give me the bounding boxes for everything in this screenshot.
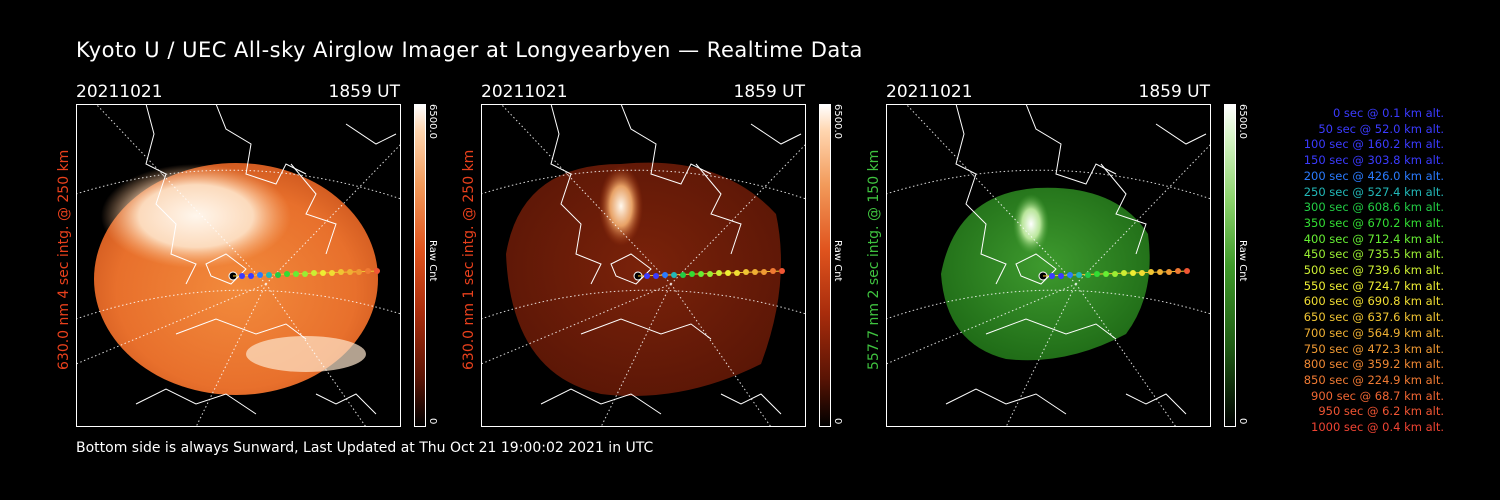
panel-3-trajectory bbox=[1038, 268, 1190, 281]
legend-item: 500 sec @ 739.6 km alt. bbox=[1303, 263, 1444, 278]
legend-item: 850 sec @ 224.9 km alt. bbox=[1303, 372, 1444, 387]
panel-1-cbar-label: Raw Cnt bbox=[427, 240, 438, 282]
panel-1-time: 1859 UT bbox=[328, 82, 401, 102]
panel-1-trajectory bbox=[228, 268, 380, 281]
legend-item: 0 sec @ 0.1 km alt. bbox=[1332, 106, 1444, 120]
panel-3-date: 20211021 bbox=[886, 82, 973, 102]
legend-item: 950 sec @ 6.2 km alt. bbox=[1318, 404, 1444, 419]
panel-2-colorbar bbox=[819, 104, 831, 427]
legend-item: 200 sec @ 426.0 km alt. bbox=[1303, 168, 1444, 183]
panel-3-cbar-max: 6500.0 bbox=[1237, 104, 1248, 139]
panel-3-cbar-label: Raw Cnt bbox=[1237, 240, 1248, 282]
legend-item: 800 sec @ 359.2 km alt. bbox=[1303, 357, 1444, 372]
legend-item: 250 sec @ 527.4 km alt. bbox=[1303, 184, 1444, 199]
legend-item: 100 sec @ 160.2 km alt. bbox=[1303, 137, 1444, 152]
legend-item: 400 sec @ 712.4 km alt. bbox=[1303, 231, 1444, 246]
panel-3-image bbox=[886, 104, 1211, 427]
page-title: Kyoto U / UEC All-sky Airglow Imager at … bbox=[76, 38, 863, 62]
legend-item: 900 sec @ 68.7 km alt. bbox=[1311, 388, 1444, 403]
panel-2-cbar-label: Raw Cnt bbox=[832, 240, 843, 282]
legend-item: 750 sec @ 472.3 km alt. bbox=[1303, 341, 1444, 356]
panel-1-cbar-max: 6500.0 bbox=[427, 104, 438, 139]
panel-2-image bbox=[481, 104, 806, 427]
legend-item: 350 sec @ 670.2 km alt. bbox=[1303, 215, 1444, 230]
panel-2-trajectory bbox=[633, 268, 785, 281]
legend-item: 700 sec @ 564.9 km alt. bbox=[1303, 325, 1444, 340]
panel-1-colorbar bbox=[414, 104, 426, 427]
legend-item: 650 sec @ 637.6 km alt. bbox=[1303, 310, 1444, 325]
panel-2-cbar-min: 0 bbox=[832, 418, 843, 425]
panel-3-colorbar bbox=[1224, 104, 1236, 427]
panel-2-time: 1859 UT bbox=[733, 82, 806, 102]
legend-item: 50 sec @ 52.0 km alt. bbox=[1318, 121, 1444, 136]
footer-status: Bottom side is always Sunward, Last Upda… bbox=[76, 440, 654, 456]
panel-3-cbar-min: 0 bbox=[1237, 418, 1248, 425]
panel-2-ylabel: 630.0 nm 1 sec intg. @ 250 km bbox=[461, 149, 477, 370]
legend-item: 150 sec @ 303.8 km alt. bbox=[1303, 153, 1444, 168]
panel-1-cbar-min: 0 bbox=[427, 418, 438, 425]
panel-1-ylabel: 630.0 nm 4 sec intg. @ 250 km bbox=[56, 149, 72, 370]
legend-item: 1000 sec @ 0.4 km alt. bbox=[1311, 420, 1444, 435]
legend-item: 450 sec @ 735.5 km alt. bbox=[1303, 247, 1444, 262]
legend-item: 600 sec @ 690.8 km alt. bbox=[1303, 294, 1444, 309]
panel-3-ylabel: 557.7 nm 2 sec intg. @ 150 km bbox=[866, 149, 882, 370]
panel-1-image bbox=[76, 104, 401, 427]
legend-item: 550 sec @ 724.7 km alt. bbox=[1303, 278, 1444, 293]
trajectory-legend: 0 sec @ 0.1 km alt. 50 sec @ 52.0 km alt… bbox=[1262, 106, 1444, 436]
panel-3-time: 1859 UT bbox=[1138, 82, 1211, 102]
panel-1-date: 20211021 bbox=[76, 82, 163, 102]
legend-item: 300 sec @ 608.6 km alt. bbox=[1303, 200, 1444, 215]
panel-2-cbar-max: 6500.0 bbox=[832, 104, 843, 139]
panel-2-date: 20211021 bbox=[481, 82, 568, 102]
